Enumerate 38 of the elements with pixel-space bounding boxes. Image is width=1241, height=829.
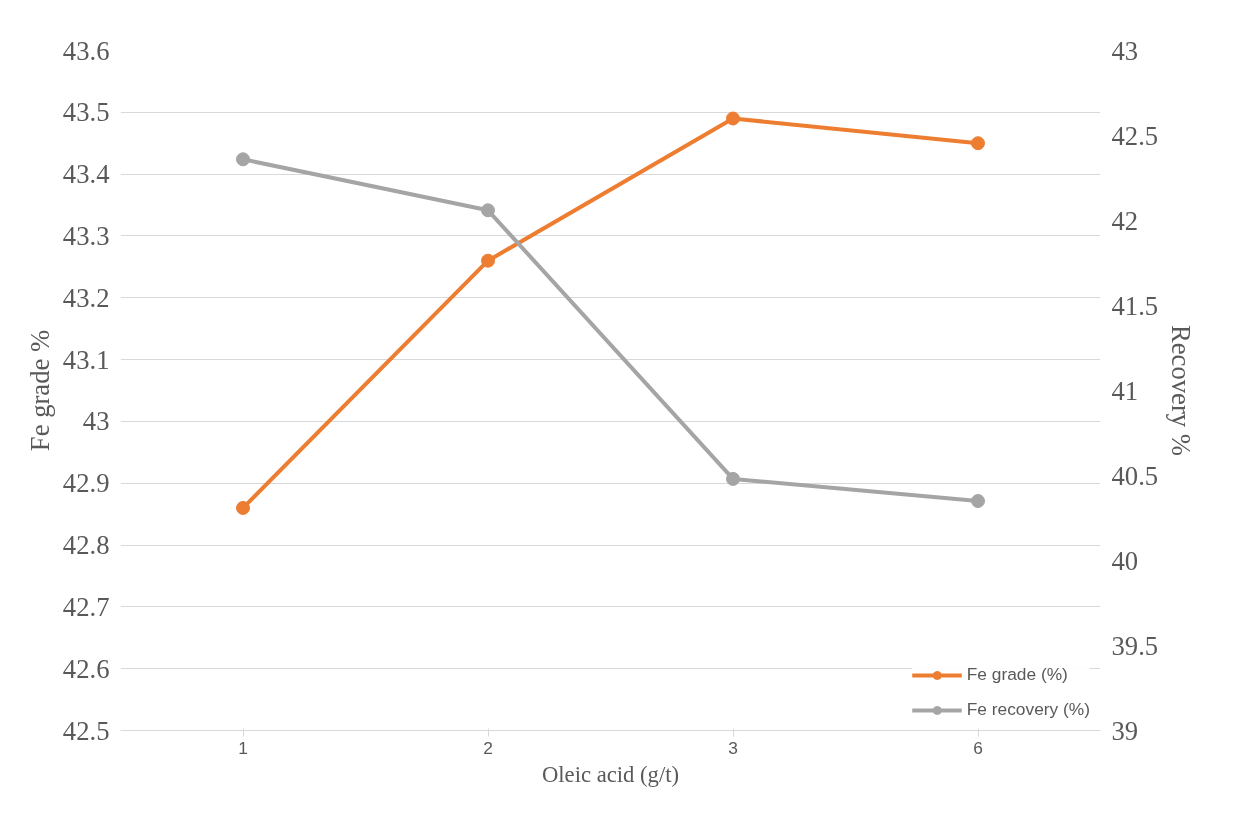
y-tick-label: 42.7 [62, 591, 110, 622]
y2-tick-label: 39 [1111, 715, 1139, 746]
y2-tick-label: 39.5 [1111, 630, 1159, 661]
point [971, 494, 985, 508]
point [726, 471, 740, 486]
y-tick-label: 43.6 [62, 35, 110, 66]
y-tick-label: 42.9 [62, 468, 110, 499]
y2-tick-label: 41 [1111, 375, 1139, 406]
point [726, 111, 740, 126]
x-tick-label: 3 [728, 737, 738, 758]
y-tick-label: 43.2 [62, 282, 110, 313]
y-tick-label: 43.3 [62, 220, 110, 251]
y-tick-label: 43.5 [62, 97, 110, 128]
legend-label: Fe grade (%) [966, 664, 1068, 685]
y-axis-title: Fe grade % [24, 329, 55, 452]
x-tick-label: 1 [238, 737, 248, 758]
y2-tick-label: 43 [1111, 35, 1139, 66]
y-tick-label: 43.1 [62, 344, 110, 375]
point [236, 152, 250, 167]
y2-tick-label: 42 [1111, 205, 1139, 236]
point [971, 136, 985, 151]
legend-label: Fe recovery (%) [966, 699, 1090, 720]
y2-tick-label: 42.5 [1111, 120, 1159, 151]
y-tick-label: 43.4 [62, 159, 110, 190]
point [481, 203, 495, 218]
x-tick-label: 2 [483, 737, 493, 758]
y-tick-label: 42.8 [62, 530, 110, 561]
y2-axis-title: Recovery % [1166, 325, 1197, 457]
x-axis-title: Oleic acid (g/t) [541, 761, 680, 787]
y2-tick-label: 41.5 [1111, 290, 1159, 321]
y2-tick-label: 40 [1111, 545, 1139, 576]
y-tick-label: 42.5 [62, 715, 110, 746]
y-tick-label: 43 [82, 406, 110, 437]
y2-tick-label: 40.5 [1111, 460, 1159, 491]
point [236, 500, 250, 515]
point [481, 253, 495, 268]
y-tick-label: 42.6 [62, 653, 110, 684]
x-tick-label: 6 [973, 737, 983, 758]
